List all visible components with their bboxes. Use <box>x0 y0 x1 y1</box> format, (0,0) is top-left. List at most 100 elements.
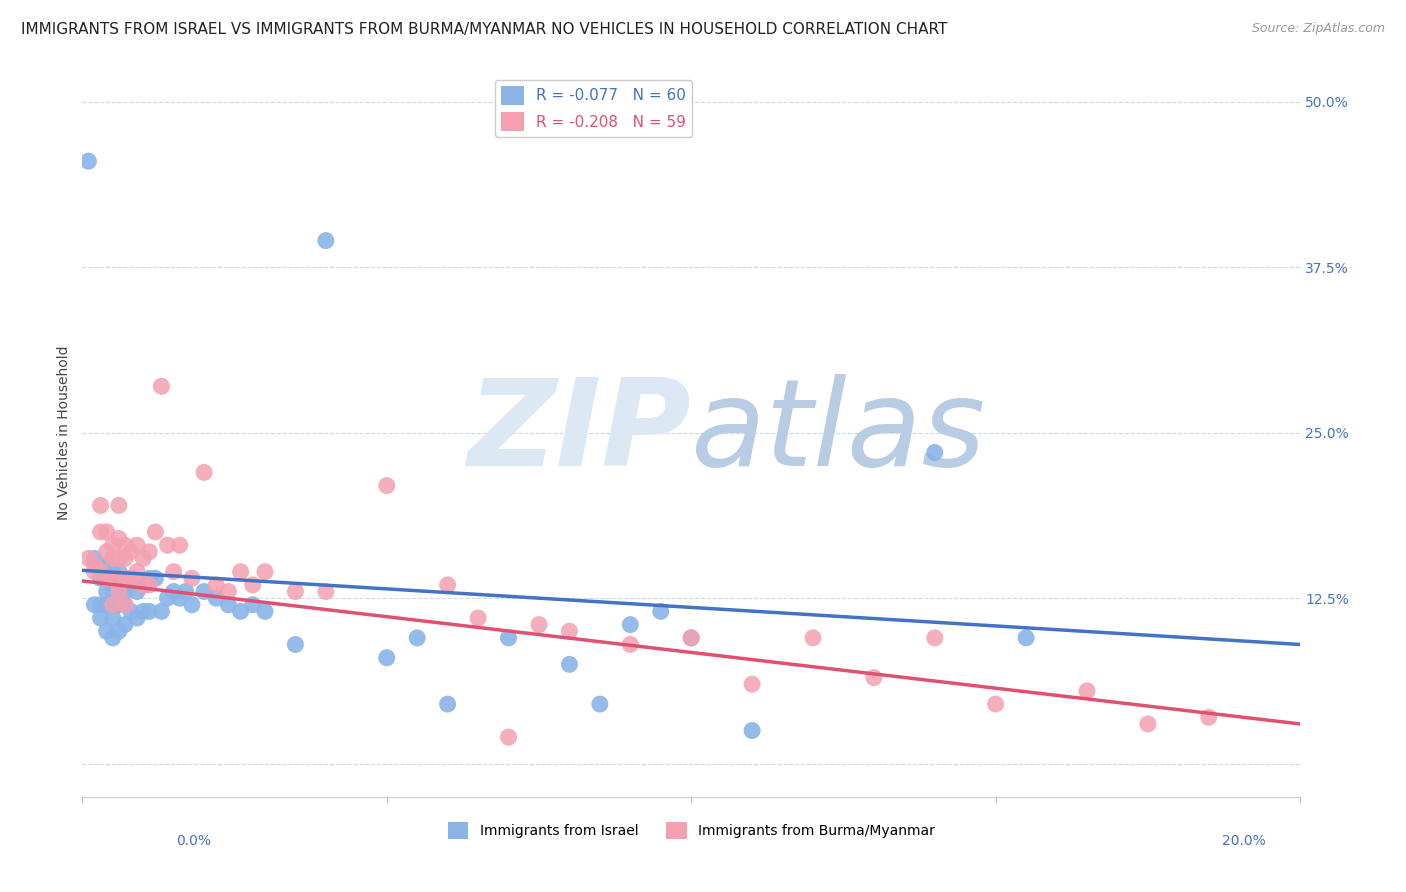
Point <box>101 538 124 552</box>
Point <box>156 591 179 606</box>
Point <box>101 578 124 592</box>
Point <box>114 538 136 552</box>
Point <box>120 571 142 585</box>
Point <box>83 551 105 566</box>
Point <box>498 730 520 744</box>
Point <box>205 591 228 606</box>
Point <box>108 565 131 579</box>
Point <box>242 598 264 612</box>
Point <box>101 598 124 612</box>
Text: atlas: atlas <box>692 374 987 491</box>
Point <box>96 624 118 639</box>
Point <box>315 584 337 599</box>
Point <box>90 565 112 579</box>
Point <box>143 571 166 585</box>
Point <box>193 466 215 480</box>
Point <box>315 234 337 248</box>
Point <box>96 584 118 599</box>
Point <box>96 598 118 612</box>
Point <box>174 584 197 599</box>
Point <box>681 631 703 645</box>
Point <box>162 565 184 579</box>
Point <box>83 598 105 612</box>
Legend: Immigrants from Israel, Immigrants from Burma/Myanmar: Immigrants from Israel, Immigrants from … <box>441 816 941 845</box>
Point <box>108 584 131 599</box>
Point <box>114 571 136 585</box>
Point <box>253 565 276 579</box>
Point <box>284 638 307 652</box>
Point <box>1136 717 1159 731</box>
Text: 20.0%: 20.0% <box>1222 834 1265 848</box>
Point <box>90 598 112 612</box>
Point <box>217 584 239 599</box>
Point <box>120 545 142 559</box>
Point <box>90 571 112 585</box>
Point <box>90 558 112 572</box>
Point <box>90 524 112 539</box>
Point <box>619 638 641 652</box>
Point <box>150 604 173 618</box>
Point <box>242 578 264 592</box>
Point <box>90 611 112 625</box>
Point <box>101 598 124 612</box>
Point <box>108 551 131 566</box>
Point <box>138 578 160 592</box>
Point <box>924 445 946 459</box>
Point <box>467 611 489 625</box>
Point <box>96 571 118 585</box>
Y-axis label: No Vehicles in Household: No Vehicles in Household <box>58 345 72 520</box>
Point <box>138 545 160 559</box>
Point <box>253 604 276 618</box>
Point <box>132 604 155 618</box>
Point <box>1198 710 1220 724</box>
Point <box>619 617 641 632</box>
Point <box>101 584 124 599</box>
Point <box>150 379 173 393</box>
Point <box>132 578 155 592</box>
Point <box>1076 683 1098 698</box>
Point <box>863 671 886 685</box>
Point <box>180 571 202 585</box>
Text: Source: ZipAtlas.com: Source: ZipAtlas.com <box>1251 22 1385 36</box>
Point <box>156 538 179 552</box>
Point <box>114 571 136 585</box>
Point <box>138 604 160 618</box>
Point <box>169 538 191 552</box>
Point <box>180 598 202 612</box>
Point <box>127 584 149 599</box>
Point <box>108 584 131 599</box>
Point <box>801 631 824 645</box>
Point <box>193 584 215 599</box>
Point <box>558 657 581 672</box>
Point <box>101 631 124 645</box>
Point <box>120 604 142 618</box>
Point <box>375 478 398 492</box>
Point <box>284 584 307 599</box>
Point <box>558 624 581 639</box>
Point <box>120 578 142 592</box>
Point <box>114 598 136 612</box>
Point <box>132 578 155 592</box>
Point <box>498 631 520 645</box>
Point <box>77 154 100 169</box>
Point <box>114 551 136 566</box>
Point <box>924 631 946 645</box>
Point <box>217 598 239 612</box>
Text: ZIP: ZIP <box>467 374 692 491</box>
Point <box>90 499 112 513</box>
Point <box>114 598 136 612</box>
Point <box>132 551 155 566</box>
Point <box>127 611 149 625</box>
Text: IMMIGRANTS FROM ISRAEL VS IMMIGRANTS FROM BURMA/MYANMAR NO VEHICLES IN HOUSEHOLD: IMMIGRANTS FROM ISRAEL VS IMMIGRANTS FRO… <box>21 22 948 37</box>
Point <box>162 584 184 599</box>
Point <box>108 624 131 639</box>
Point <box>436 578 458 592</box>
Point <box>229 604 252 618</box>
Point <box>681 631 703 645</box>
Point <box>77 551 100 566</box>
Point <box>108 598 131 612</box>
Point <box>101 571 124 585</box>
Point <box>143 524 166 539</box>
Point <box>527 617 550 632</box>
Point <box>229 565 252 579</box>
